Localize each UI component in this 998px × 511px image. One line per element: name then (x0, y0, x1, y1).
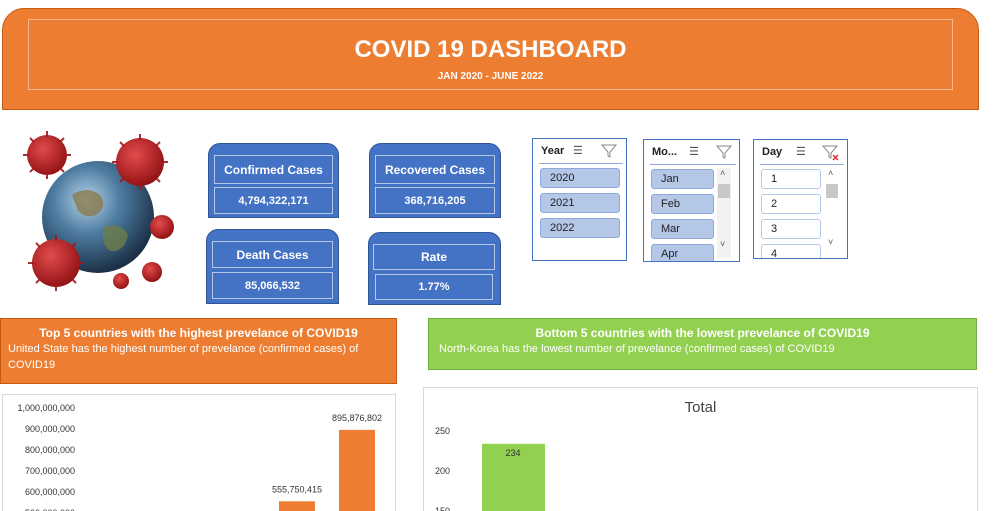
dashboard-title: COVID 19 DASHBOARD (354, 36, 627, 63)
slicer-item-feb[interactable]: Feb (651, 194, 714, 214)
day-slicer-title: Day (762, 146, 783, 158)
bar (482, 443, 545, 511)
dashboard-header: COVID 19 DASHBOARD JAN 2020 - JUNE 2022 (2, 8, 979, 110)
y-tick-label: 200 (435, 466, 450, 476)
y-tick-label: 250 (435, 426, 450, 436)
slicer-item-mar[interactable]: Mar (651, 219, 714, 239)
rate-value: 1.77% (375, 274, 493, 300)
y-tick-label: 1,000,000,000 (17, 403, 75, 413)
day-slicer[interactable]: Day ☰ 1 2 3 4 ˄ ˅ (753, 139, 848, 259)
rate-label: Rate (373, 244, 495, 270)
scroll-down-icon[interactable]: ˅ (720, 239, 726, 249)
multi-select-icon[interactable]: ☰ (796, 146, 806, 158)
virus-icon (27, 135, 174, 289)
top5-chart-svg: 1,000,000,000 900,000,000 800,000,000 700,0… (17, 403, 382, 511)
slicer-item-jan[interactable]: Jan (651, 169, 714, 189)
death-cases-label: Death Cases (212, 241, 333, 268)
dashboard-subtitle: JAN 2020 - JUNE 2022 (437, 71, 544, 82)
scrollbar-thumb[interactable] (718, 184, 730, 198)
slicer-item-day-4[interactable]: 4 (761, 244, 821, 258)
y-tick-label: 500,000,000 (25, 508, 75, 511)
month-slicer-title: Mo... (652, 146, 678, 158)
confirmed-cases-value: 4,794,322,171 (214, 187, 333, 214)
clear-filter-icon[interactable] (822, 145, 840, 161)
bottom5-chart: Total 250 200 150 234 (423, 387, 978, 511)
multi-select-icon[interactable]: ☰ (573, 145, 583, 157)
bar-data-label: 555,750,415 (272, 484, 322, 494)
covid-globe-illustration (23, 131, 174, 291)
bar (279, 501, 315, 511)
y-tick-label: 150 (435, 506, 450, 511)
slicer-item-day-1[interactable]: 1 (761, 169, 821, 189)
top5-text: United State has the highest number of p… (8, 343, 359, 371)
death-cases-value: 85,066,532 (212, 272, 333, 299)
y-tick-label: 600,000,000 (25, 487, 75, 497)
recovered-cases-value: 368,716,205 (375, 187, 495, 214)
scroll-up-icon[interactable]: ˄ (720, 168, 726, 178)
multi-select-icon[interactable]: ☰ (689, 146, 699, 158)
header-frame: COVID 19 DASHBOARD JAN 2020 - JUNE 2022 (28, 19, 953, 90)
bar-data-label: 895,876,802 (332, 413, 382, 423)
y-tick-label: 900,000,000 (25, 424, 75, 434)
slicer-item-2022[interactable]: 2022 (540, 218, 620, 238)
slicer-item-apr[interactable]: Apr (651, 244, 714, 261)
year-slicer[interactable]: Year ☰ 2020 2021 2022 (532, 138, 627, 261)
slicer-item-day-3[interactable]: 3 (761, 219, 821, 239)
y-tick-label: 800,000,000 (25, 445, 75, 455)
recovered-cases-card: Recovered Cases 368,716,205 (369, 143, 501, 218)
bottom5-chart-svg: 250 200 150 234 (435, 426, 545, 511)
slicer-item-2020[interactable]: 2020 (540, 168, 620, 188)
scroll-down-icon[interactable]: ˅ (828, 237, 834, 247)
bottom5-text: North-Korea has the lowest number of pre… (439, 343, 835, 355)
scrollbar-thumb[interactable] (826, 184, 838, 198)
clear-filter-icon[interactable] (716, 145, 732, 159)
slicer-item-day-2[interactable]: 2 (761, 194, 821, 214)
bar (339, 429, 375, 511)
death-cases-card: Death Cases 85,066,532 (206, 229, 339, 304)
top5-chart: 1,000,000,000 900,000,000 800,000,000 700,0… (2, 394, 396, 511)
bottom5-chart-title: Total (684, 399, 717, 416)
confirmed-cases-card: Confirmed Cases 4,794,322,171 (208, 143, 339, 218)
top5-title: Top 5 countries with the highest prevela… (39, 326, 358, 340)
rate-card: Rate 1.77% (368, 232, 501, 305)
y-tick-label: 700,000,000 (25, 466, 75, 476)
clear-filter-icon[interactable] (601, 144, 617, 158)
top5-banner: Top 5 countries with the highest prevela… (0, 318, 397, 384)
bottom5-banner: Bottom 5 countries with the lowest preve… (428, 318, 977, 370)
month-slicer[interactable]: Mo... ☰ Jan Feb Mar Apr ˄ ˅ (643, 139, 740, 262)
slicer-item-2021[interactable]: 2021 (540, 193, 620, 213)
confirmed-cases-label: Confirmed Cases (214, 155, 333, 184)
bar-data-label: 234 (505, 448, 520, 458)
bottom5-title: Bottom 5 countries with the lowest preve… (535, 326, 870, 340)
recovered-cases-label: Recovered Cases (375, 155, 495, 184)
year-slicer-title: Year (541, 145, 565, 157)
scroll-up-icon[interactable]: ˄ (828, 168, 834, 178)
